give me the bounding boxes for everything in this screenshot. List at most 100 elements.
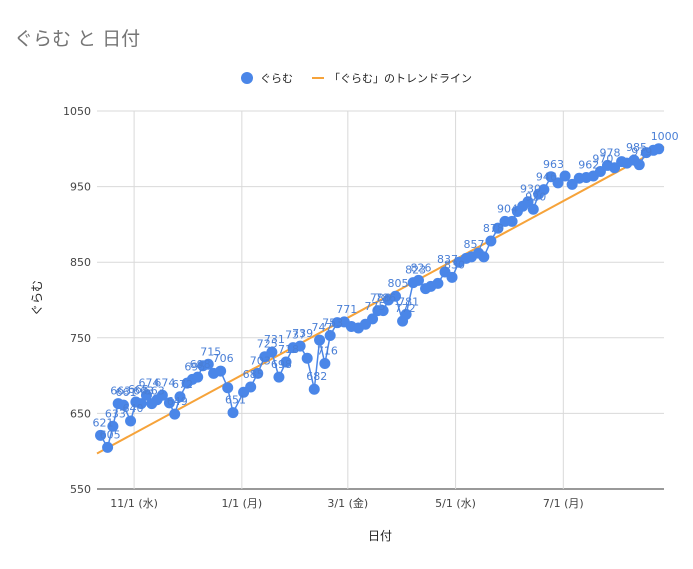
data-point [125, 415, 137, 427]
data-label: 747 [312, 321, 333, 334]
data-point [156, 389, 168, 401]
data-label: 878 [483, 222, 504, 235]
y-tick-label: 550 [70, 483, 91, 496]
data-label: 837 [437, 253, 458, 266]
x-tick-label: 1/1 (月) [221, 497, 262, 510]
data-label: 830 [444, 258, 465, 271]
data-point [492, 222, 504, 234]
data-label: 963 [543, 158, 564, 171]
data-label: 985 [626, 141, 647, 154]
data-label: 698 [271, 358, 292, 371]
y-tick-label: 1050 [63, 105, 91, 118]
data-label: 771 [336, 303, 357, 316]
data-point [308, 383, 320, 395]
data-label: 823 [405, 264, 426, 277]
data-label: 715 [200, 345, 221, 358]
y-tick-label: 750 [70, 332, 91, 345]
data-point [252, 367, 264, 379]
points-layer [95, 143, 665, 453]
data-label: 753 [322, 317, 343, 330]
x-tick-label: 11/1 (水) [110, 497, 158, 510]
data-label: 979 [631, 146, 652, 159]
y-axis-title: ぐらむ [30, 280, 44, 316]
data-point [653, 143, 665, 155]
data-point [324, 330, 336, 342]
data-point [202, 358, 214, 370]
data-label: 775 [365, 300, 386, 313]
x-tick-label: 7/1 (月) [543, 497, 584, 510]
data-point [169, 408, 181, 420]
data-point [432, 277, 444, 289]
data-point [294, 340, 306, 352]
data-label: 805 [388, 277, 409, 290]
data-point [245, 381, 257, 393]
chart-title: ぐらむ と 日付 [14, 28, 141, 50]
data-label: 731 [264, 333, 285, 346]
data-point [319, 358, 331, 370]
data-label: 674 [154, 376, 175, 389]
data-label: 682 [306, 370, 327, 383]
legend-series-label: ぐらむ [260, 72, 293, 85]
data-point [527, 203, 539, 215]
legend-trendline-label: 「ぐらむ」のトレンドライン [329, 72, 472, 85]
data-point [107, 420, 119, 432]
data-label: 737 [285, 329, 306, 342]
data-label: 672 [172, 378, 193, 391]
data-point [222, 382, 234, 394]
data-label: 663 [133, 385, 154, 398]
data-point [140, 389, 152, 401]
data-label: 970 [592, 152, 613, 165]
data-point [273, 371, 285, 383]
data-point [301, 352, 313, 364]
data-point [478, 251, 490, 263]
data-label: 962 [578, 159, 599, 172]
data-label: 695 [184, 360, 205, 373]
data-label: 718 [278, 343, 299, 356]
data-label: 703 [250, 354, 271, 367]
data-label: 685 [243, 368, 264, 381]
trendline-layer [96, 145, 665, 455]
data-label: 904 [497, 202, 518, 215]
data-label: 621 [93, 416, 114, 429]
data-point [367, 313, 379, 325]
data-label: 605 [100, 428, 121, 441]
data-label: 1000 [651, 130, 679, 143]
data-point [552, 177, 564, 189]
data-label: 640 [123, 402, 144, 415]
data-point [227, 407, 239, 419]
data-point [390, 290, 402, 302]
legend: ぐらむ 「ぐらむ」のトレンドライン [241, 72, 472, 85]
data-label: 663 [110, 385, 131, 398]
data-label: 633 [105, 407, 126, 420]
trendline [96, 145, 665, 455]
data-label: 786 [375, 292, 396, 305]
data-label: 857 [463, 238, 484, 251]
y-tick-label: 650 [70, 407, 91, 420]
data-label: 781 [398, 295, 419, 308]
y-tick-label: 950 [70, 181, 91, 194]
data-label: 665 [128, 383, 149, 396]
data-label: 739 [292, 327, 313, 340]
data-point [412, 274, 424, 286]
legend-series-marker [241, 72, 253, 84]
data-point [559, 170, 571, 182]
data-label: 716 [317, 345, 338, 358]
data-point [174, 391, 186, 403]
x-tick-label: 5/1 (水) [435, 497, 476, 510]
data-point [266, 346, 278, 358]
data-point [538, 184, 550, 196]
data-label: 786 [370, 292, 391, 305]
data-label: 649 [167, 395, 188, 408]
data-point [485, 235, 497, 247]
data-point [135, 398, 147, 410]
data-point [280, 356, 292, 368]
data-label: 706 [213, 352, 234, 365]
data-point [377, 305, 389, 317]
data-point [102, 441, 114, 453]
data-label: 920 [525, 190, 546, 203]
data-label: 674 [138, 376, 159, 389]
data-label: 661 [115, 386, 136, 399]
data-label: 698 [190, 358, 211, 371]
data-point [633, 159, 645, 171]
